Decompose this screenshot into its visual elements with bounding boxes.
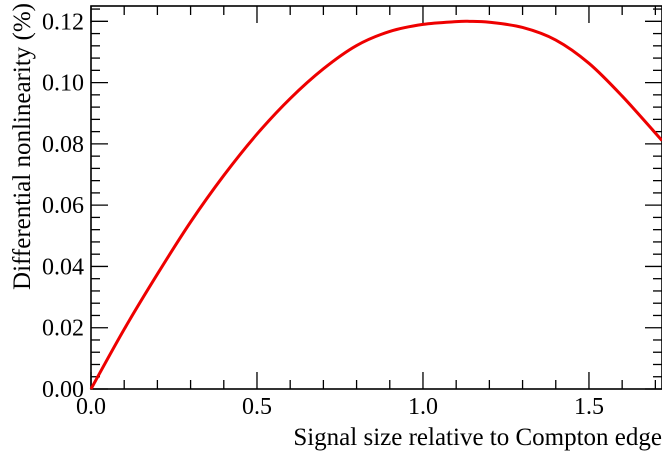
y-tick-label: 0.00 xyxy=(42,377,84,403)
tick-marks xyxy=(90,6,662,390)
y-tick-label: 0.08 xyxy=(42,132,84,158)
x-tick-labels: 0.0 0.5 1.0 1.5 xyxy=(76,394,604,420)
y-tick-label: 0.06 xyxy=(42,193,84,219)
y-tick-labels: 0.00 0.02 0.04 0.06 0.08 0.10 0.12 xyxy=(42,9,84,403)
y-tick-label: 0.04 xyxy=(42,254,84,280)
x-tick-label: 1.0 xyxy=(408,394,438,420)
series-line xyxy=(89,19,662,390)
y-tick-label: 0.12 xyxy=(42,9,84,35)
y-tick-label: 0.10 xyxy=(42,71,84,97)
x-tick-label: 0.5 xyxy=(242,394,272,420)
x-tick-label: 0.0 xyxy=(76,394,106,420)
y-tick-label: 0.02 xyxy=(42,316,84,342)
plot-frame xyxy=(90,5,662,390)
y-axis-label: Differential nonlinearity (%) xyxy=(9,3,36,290)
x-tick-label: 1.5 xyxy=(574,394,604,420)
x-axis-label: Signal size relative to Compton edge xyxy=(293,424,662,451)
